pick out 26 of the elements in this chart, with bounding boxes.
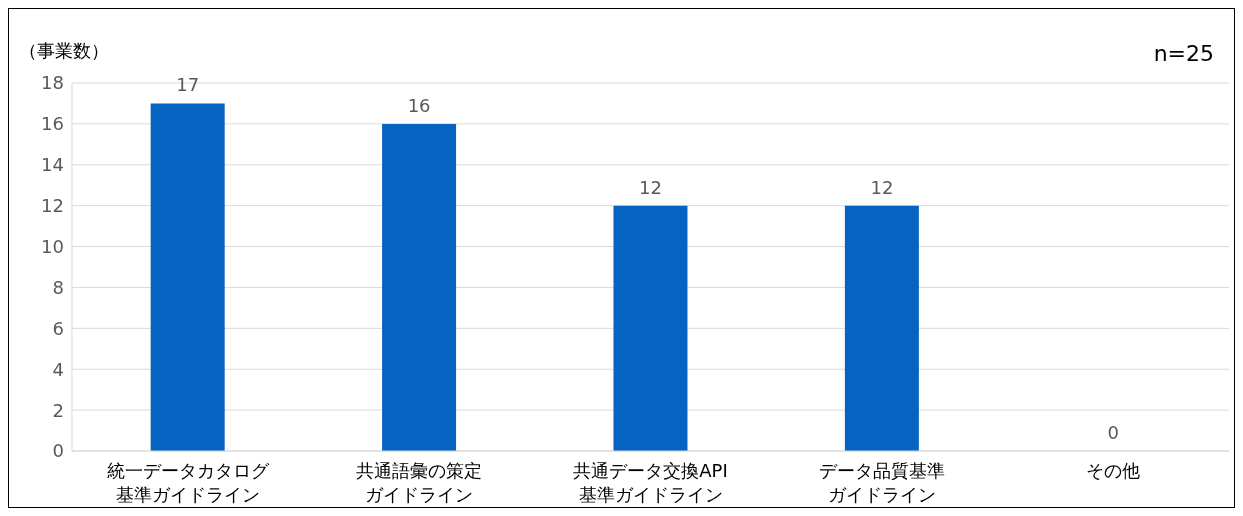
y-tick-label: 10 <box>41 235 64 257</box>
y-tick-label: 0 <box>52 440 64 462</box>
y-tick-label: 14 <box>41 154 64 176</box>
y-tick-label: 6 <box>52 317 64 339</box>
data-label: 17 <box>176 74 200 96</box>
y-tick-label: 18 <box>41 72 64 94</box>
y-axis-title: （事業数） <box>19 39 109 63</box>
data-label: 12 <box>870 176 894 198</box>
bar <box>844 205 919 451</box>
x-tick-label: その他 <box>1086 460 1141 481</box>
y-tick-label: 4 <box>52 358 64 380</box>
bar <box>150 103 225 451</box>
x-tick-label: 共通語彙の策定ガイドライン <box>356 460 483 505</box>
y-tick-label: 8 <box>52 276 64 298</box>
x-tick-label: データ品質基準ガイドライン <box>818 460 945 505</box>
text: n=25 <box>1153 41 1214 66</box>
bar <box>613 205 688 451</box>
y-tick-label: 16 <box>41 113 64 135</box>
data-label: 0 <box>1107 422 1120 443</box>
x-tick-label: 統一データカタログ基準ガイドライン <box>106 460 270 505</box>
bar <box>382 123 457 451</box>
data-label: 16 <box>407 94 431 116</box>
y-tick-label: 12 <box>41 195 64 217</box>
y-tick-label: 2 <box>52 399 64 421</box>
data-label: 12 <box>639 176 662 198</box>
x-tick-label: 共通データ交換API基準ガイドライン <box>573 460 728 505</box>
